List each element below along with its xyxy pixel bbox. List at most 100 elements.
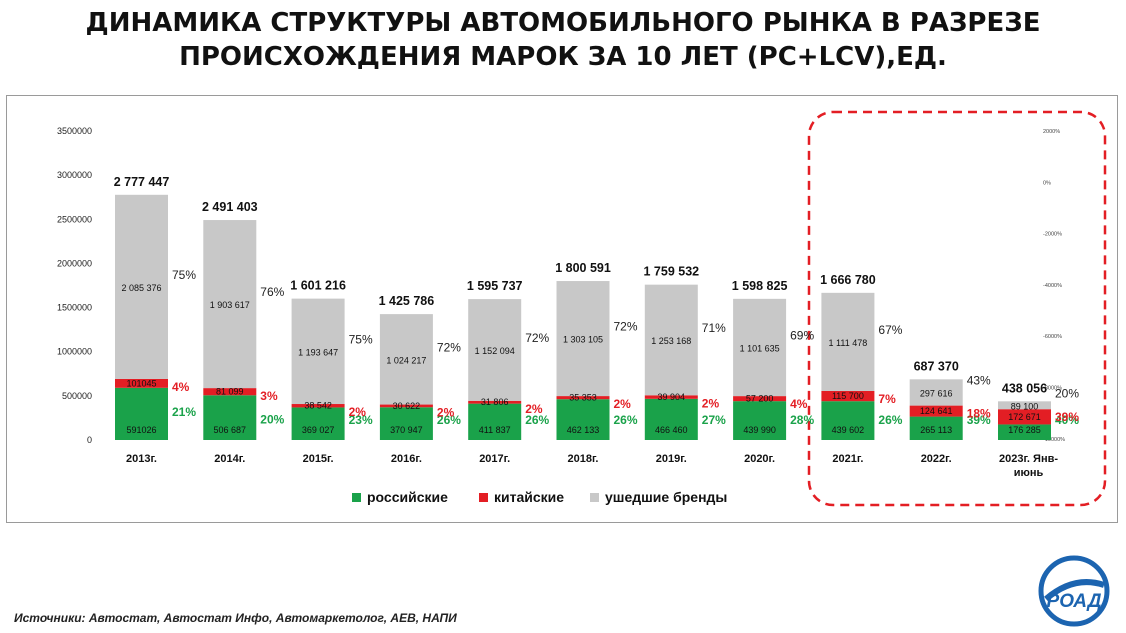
- share-chinese: 39%: [1055, 410, 1079, 424]
- share-russian: 20%: [260, 412, 284, 426]
- bar-left-brands: [203, 220, 257, 389]
- y-tick-label: 2500000: [57, 214, 92, 224]
- legend-swatch: [352, 493, 361, 502]
- total-label: 438 056: [1002, 381, 1047, 395]
- label-chinese: 101045: [126, 378, 156, 388]
- share-russian: 26%: [878, 413, 902, 427]
- x-category-label: 2015г.: [303, 453, 334, 465]
- label-left-brands: 1 111 478: [829, 338, 868, 348]
- share-russian: 26%: [525, 413, 549, 427]
- bar-left-brands: [909, 379, 963, 406]
- share-left-brands: 67%: [878, 323, 902, 337]
- label-left-brands: 1 024 217: [386, 355, 426, 365]
- y2-tick-label: 2000%: [1043, 129, 1060, 135]
- total-label: 1 598 825: [732, 279, 788, 293]
- share-russian: 40%: [1055, 413, 1079, 427]
- legend-label: китайские: [494, 489, 564, 505]
- y-tick-label: 1500000: [57, 303, 92, 313]
- bar-left-brands: [291, 298, 345, 405]
- legend-swatch: [479, 493, 488, 502]
- x-category-label: 2020г.: [744, 453, 775, 465]
- share-chinese: 2%: [525, 402, 543, 416]
- x-category-label: 2016г.: [391, 453, 422, 465]
- share-left-brands: 75%: [172, 268, 196, 282]
- road-logo: РОАД: [1038, 555, 1110, 627]
- bar-left-brands: [115, 194, 168, 379]
- label-russian: 462 133: [567, 425, 600, 435]
- share-russian: 27%: [702, 413, 726, 427]
- y2-tick-label: -8000%: [1043, 386, 1062, 392]
- share-left-brands: 72%: [614, 320, 638, 334]
- label-left-brands: 1 101 635: [740, 343, 780, 353]
- title-line-1: ДИНАМИКА СТРУКТУРЫ АВТОМОБИЛЬНОГО РЫНКА …: [85, 8, 1041, 38]
- x-category-label: 2019г.: [656, 453, 687, 465]
- share-chinese: 7%: [878, 392, 896, 406]
- y-tick-label: 2000000: [57, 258, 92, 268]
- bar-chinese: [821, 390, 875, 402]
- x-category-label: 2021г.: [832, 453, 863, 465]
- label-chinese: 35 353: [569, 393, 597, 403]
- label-russian: 591026: [126, 425, 156, 435]
- label-russian: 411 837: [479, 425, 511, 435]
- highlight-box: [807, 110, 1107, 507]
- bar-russian: [733, 401, 787, 440]
- label-left-brands: 1 152 094: [475, 346, 515, 356]
- total-label: 1 759 532: [643, 265, 699, 279]
- bar-russian: [291, 407, 345, 440]
- share-chinese: 4%: [172, 380, 190, 394]
- bar-left-brands: [998, 401, 1051, 410]
- label-chinese: 30 622: [393, 401, 421, 411]
- total-label: 1 800 591: [555, 261, 611, 275]
- bar-chinese: [468, 400, 522, 404]
- bar-left-brands: [379, 314, 433, 405]
- label-chinese: 31 806: [481, 397, 509, 407]
- y2-tick-label: -2000%: [1043, 232, 1062, 238]
- share-chinese: 2%: [614, 397, 632, 411]
- share-left-brands: 75%: [349, 332, 373, 346]
- label-chinese: 172 671: [1008, 412, 1041, 422]
- share-chinese: 2%: [349, 405, 367, 419]
- label-russian: 370 947: [390, 425, 423, 435]
- share-left-brands: 69%: [790, 328, 814, 342]
- share-russian: 21%: [172, 405, 196, 419]
- x-category-label: 2013г.: [126, 453, 157, 465]
- bar-russian: [821, 401, 875, 440]
- x-category-label: 2017г.: [479, 453, 510, 465]
- total-label: 2 491 403: [202, 200, 258, 214]
- share-russian: 23%: [349, 413, 373, 427]
- label-chinese: 81 099: [216, 387, 244, 397]
- bar-russian: [203, 395, 257, 440]
- share-chinese: 4%: [790, 397, 808, 411]
- label-left-brands: 1 253 168: [651, 336, 691, 346]
- logo-text: РОАД: [1047, 591, 1102, 612]
- y-tick-label: 3000000: [57, 170, 92, 180]
- y-tick-label: 500000: [62, 391, 92, 401]
- x-category-label: 2014г.: [214, 453, 245, 465]
- share-left-brands: 72%: [437, 340, 461, 354]
- share-left-brands: 76%: [260, 285, 284, 299]
- label-left-brands: 2 085 376: [121, 283, 161, 293]
- share-russian: 26%: [614, 413, 638, 427]
- bar-chinese: [909, 405, 963, 417]
- share-left-brands: 72%: [525, 331, 549, 345]
- label-left-brands: 1 193 647: [298, 347, 338, 357]
- source-note: Источники: Автостат, Автостат Инфо, Авто…: [14, 611, 457, 625]
- bar-chinese: [115, 378, 168, 388]
- bar-russian: [556, 399, 610, 440]
- total-label: 1 425 786: [379, 294, 435, 308]
- bar-left-brands: [733, 298, 787, 397]
- bar-russian: [468, 403, 522, 440]
- title-line-2: ПРОИСХОЖДЕНИЯ МАРОК ЗА 10 ЛЕТ (PC+LCV),Е…: [179, 42, 947, 72]
- bar-left-brands: [468, 299, 522, 401]
- x-category-label: 2023г. Янв-: [999, 453, 1058, 465]
- share-chinese: 3%: [260, 389, 278, 403]
- bar-russian: [115, 387, 168, 440]
- label-russian: 265 113: [920, 425, 952, 435]
- share-left-brands: 43%: [967, 373, 991, 387]
- share-russian: 39%: [967, 413, 991, 427]
- label-left-brands: 297 616: [920, 388, 953, 398]
- bar-russian: [909, 416, 963, 440]
- label-russian: 369 027: [302, 425, 335, 435]
- label-chinese: 39 904: [658, 392, 686, 402]
